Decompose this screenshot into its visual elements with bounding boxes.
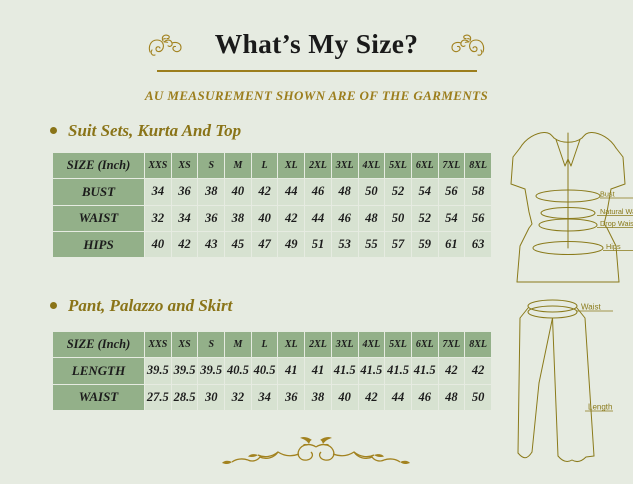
svg-text:Bust: Bust: [600, 190, 615, 199]
svg-text:Hips: Hips: [606, 242, 621, 251]
svg-text:Natural Waist: Natural Waist: [600, 207, 633, 216]
svg-text:Length: Length: [588, 403, 612, 412]
svg-text:Drop Waist: Drop Waist: [600, 219, 633, 228]
svg-text:Waist: Waist: [581, 303, 601, 312]
